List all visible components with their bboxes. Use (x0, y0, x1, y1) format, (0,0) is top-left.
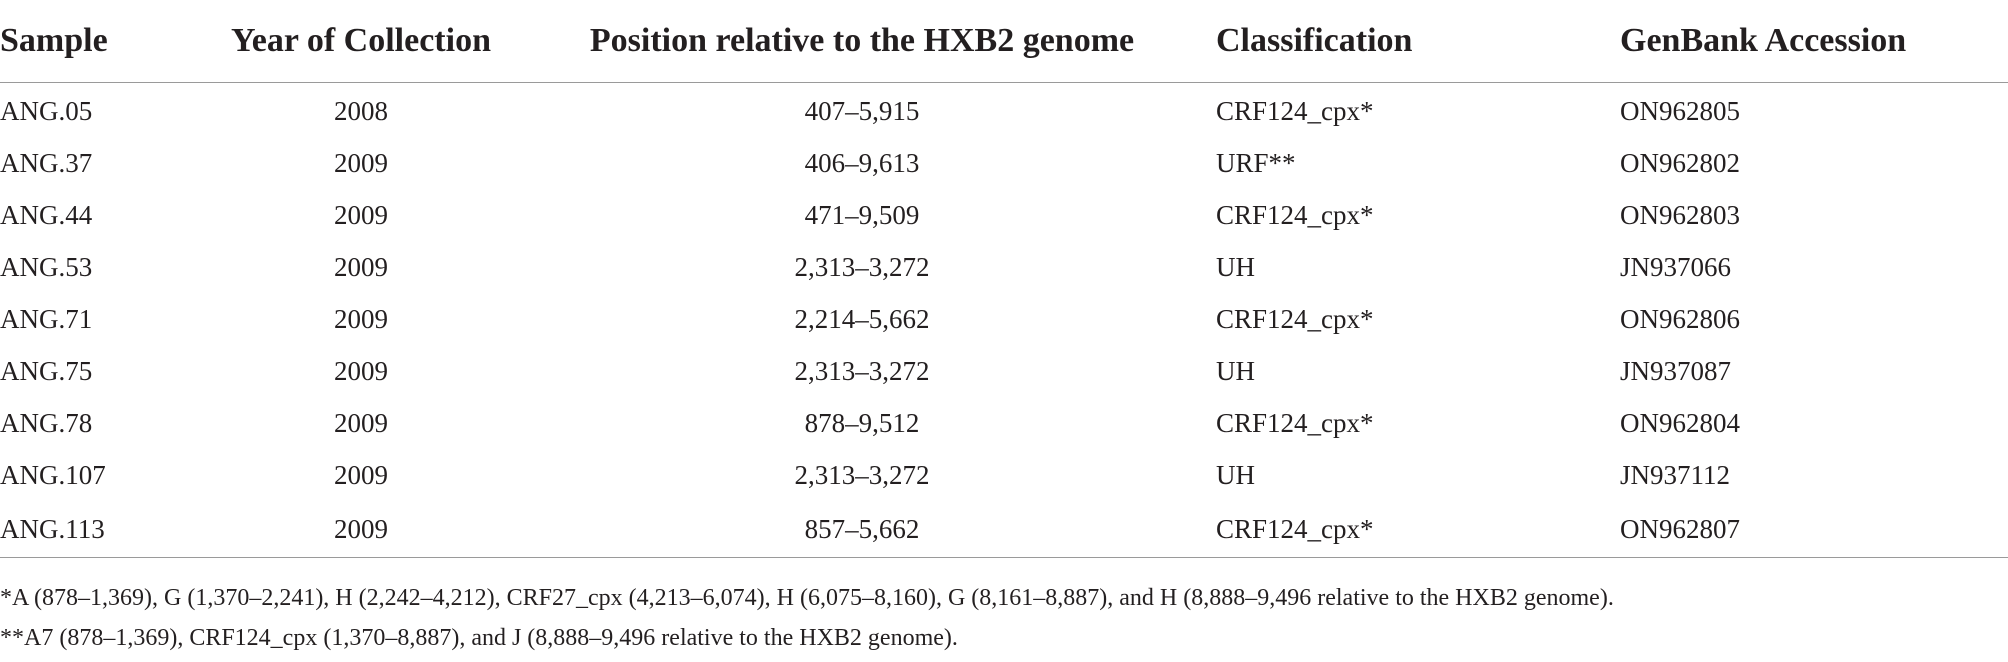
cell-year: 2009 (334, 303, 388, 334)
cell-genbank: ON962803 (1620, 199, 1740, 230)
header-genbank: GenBank Accession (1612, 0, 2008, 83)
table-row: ANG.37 2009 406–9,613 URF** ON962802 (0, 137, 2008, 189)
cell-position: 2,313–3,272 (794, 251, 930, 282)
cell-genbank: ON962805 (1620, 95, 1740, 126)
cell-classification: CRF124_cpx* (1216, 303, 1374, 334)
footnote-2: **A7 (878–1,369), CRF124_cpx (1,370–8,88… (0, 625, 958, 651)
table-row: ANG.113 2009 857–5,662 CRF124_cpx* ON962807 (0, 501, 2008, 558)
cell-classification: UH (1216, 355, 1255, 386)
header-position: Position relative to the HXB2 genome (514, 0, 1210, 83)
cell-position: 2,313–3,272 (794, 355, 930, 386)
table-row: ANG.78 2009 878–9,512 CRF124_cpx* ON962804 (0, 397, 2008, 449)
cell-sample: ANG.113 (0, 501, 208, 558)
cell-genbank: JN937112 (1620, 459, 1731, 490)
cell-position: 406–9,613 (804, 147, 920, 178)
cell-classification: URF** (1216, 147, 1296, 178)
cell-genbank: JN937087 (1620, 355, 1732, 386)
cell-genbank: JN937066 (1620, 251, 1732, 282)
cell-position: 471–9,509 (804, 199, 920, 230)
table-header: Sample Year of Collection Position relat… (0, 0, 2008, 83)
cell-position: 2,214–5,662 (794, 303, 930, 334)
footnote-1: *A (878–1,369), G (1,370–2,241), H (2,24… (0, 585, 1614, 611)
cell-classification: CRF124_cpx* (1210, 501, 1612, 558)
cell-classification: CRF124_cpx* (1216, 199, 1374, 230)
cell-sample: ANG.78 (0, 407, 93, 438)
cell-sample: ANG.05 (0, 95, 93, 126)
table-row: ANG.05 2008 407–5,915 CRF124_cpx* ON962805 (0, 83, 2008, 138)
cell-year: 2009 (334, 407, 388, 438)
cell-genbank: ON962806 (1620, 303, 1740, 334)
cell-sample: ANG.53 (0, 251, 93, 282)
cell-sample: ANG.71 (0, 303, 93, 334)
header-classification: Classification (1210, 0, 1612, 83)
cell-classification: UH (1216, 459, 1255, 490)
cell-classification: UH (1216, 251, 1255, 282)
cell-position: 857–5,662 (514, 501, 1210, 558)
table-row: ANG.107 2009 2,313–3,272 UH JN937112 (0, 449, 2008, 501)
header-year: Year of Collection (208, 0, 514, 83)
cell-position: 2,313–3,272 (794, 459, 930, 490)
samples-table: Sample Year of Collection Position relat… (0, 0, 2008, 558)
header-sample: Sample (0, 0, 208, 83)
table-row: ANG.71 2009 2,214–5,662 CRF124_cpx* ON962806 (0, 293, 2008, 345)
cell-year: 2009 (334, 147, 388, 178)
header-row: Sample Year of Collection Position relat… (0, 0, 2008, 83)
cell-classification: CRF124_cpx* (1216, 95, 1374, 126)
table-row: ANG.75 2009 2,313–3,272 UH JN937087 (0, 345, 2008, 397)
table-footnotes: *A (878–1,369), G (1,370–2,241), H (2,24… (0, 578, 2008, 658)
cell-genbank: ON962804 (1620, 407, 1740, 438)
table-body: ANG.05 2008 407–5,915 CRF124_cpx* ON962805 AN… (0, 83, 2008, 558)
cell-year: 2009 (208, 501, 514, 558)
cell-sample: ANG.44 (0, 199, 93, 230)
cell-classification: CRF124_cpx* (1216, 407, 1374, 438)
cell-genbank: ON962802 (1620, 147, 1740, 178)
cell-sample: ANG.107 (0, 459, 106, 490)
cell-year: 2009 (334, 199, 388, 230)
cell-position: 878–9,512 (804, 407, 920, 438)
cell-year: 2009 (334, 355, 388, 386)
cell-year: 2009 (334, 251, 388, 282)
table-row: ANG.53 2009 2,313–3,272 UH JN937066 (0, 241, 2008, 293)
cell-position: 407–5,915 (804, 95, 920, 126)
cell-year: 2008 (334, 95, 388, 126)
cell-genbank: ON962807 (1612, 501, 2008, 558)
cell-sample: ANG.75 (0, 355, 93, 386)
cell-year: 2009 (334, 459, 388, 490)
table-row: ANG.44 2009 471–9,509 CRF124_cpx* ON962803 (0, 189, 2008, 241)
cell-sample: ANG.37 (0, 147, 93, 178)
